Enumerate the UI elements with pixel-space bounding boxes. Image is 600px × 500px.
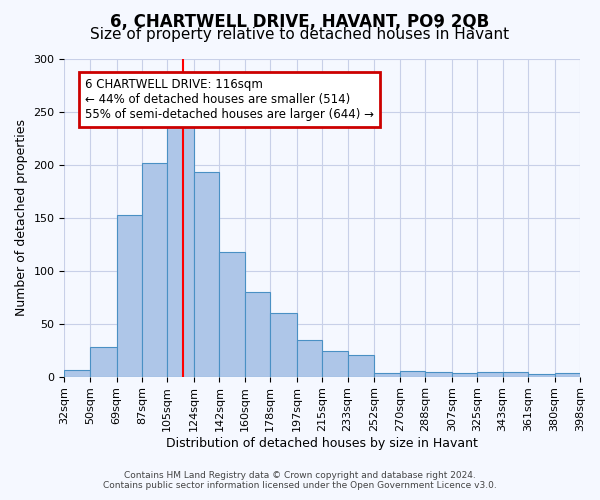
Bar [374,374,400,376]
Y-axis label: Number of detached properties: Number of detached properties [15,120,28,316]
Bar [400,372,425,376]
X-axis label: Distribution of detached houses by size in Havant: Distribution of detached houses by size … [166,437,478,450]
Bar [245,292,270,376]
Bar [270,313,297,376]
Bar [64,370,90,376]
Text: Size of property relative to detached houses in Havant: Size of property relative to detached ho… [91,28,509,42]
Bar [347,356,374,376]
Bar [425,372,452,376]
Text: Contains HM Land Registry data © Crown copyright and database right 2024.
Contai: Contains HM Land Registry data © Crown c… [103,470,497,490]
Bar [503,372,528,376]
Bar [297,340,322,376]
Bar [220,252,245,376]
Text: 6 CHARTWELL DRIVE: 116sqm
← 44% of detached houses are smaller (514)
55% of semi: 6 CHARTWELL DRIVE: 116sqm ← 44% of detac… [85,78,374,121]
Bar [528,374,554,376]
Text: 6, CHARTWELL DRIVE, HAVANT, PO9 2QB: 6, CHARTWELL DRIVE, HAVANT, PO9 2QB [110,12,490,30]
Bar [194,172,220,376]
Bar [554,374,580,376]
Bar [322,351,347,376]
Bar [90,347,116,376]
Bar [142,162,167,376]
Bar [116,214,142,376]
Bar [477,372,503,376]
Bar [452,374,477,376]
Bar [167,112,194,376]
